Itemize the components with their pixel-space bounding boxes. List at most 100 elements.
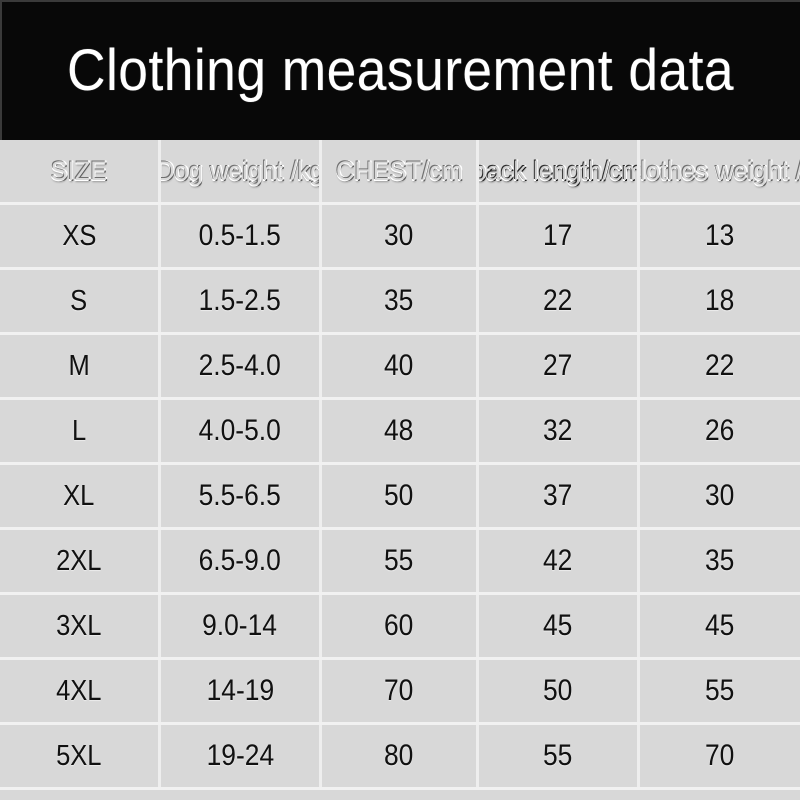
table-row: M 2.5-4.0 40 27 22 (0, 335, 800, 400)
cell-clothes_weight_g: 45 (640, 595, 800, 657)
value-chest_cm: 80 (384, 739, 414, 772)
cell-size: XL (0, 465, 161, 527)
cell-dog_weight_kg: 4.0-5.0 (161, 400, 322, 462)
value-back_length_cm: 37 (543, 479, 573, 512)
cell-clothes_weight_g: 18 (640, 270, 800, 332)
cell-chest_cm: 48 (322, 400, 479, 462)
value-clothes_weight_g: 45 (705, 609, 735, 642)
value-back_length_cm: 17 (543, 219, 573, 252)
table-row: XS 0.5-1.5 30 17 13 (0, 205, 800, 270)
size-value: 5XL (56, 739, 102, 772)
title-band: Clothing measurement data (0, 0, 800, 140)
value-back_length_cm: 45 (543, 609, 573, 642)
cell-clothes_weight_g: 22 (640, 335, 800, 397)
header-cell-size: SIZE (0, 140, 161, 202)
cell-chest_cm: 60 (322, 595, 479, 657)
table-row: S 1.5-2.5 35 22 18 (0, 270, 800, 335)
size-value: XL (63, 479, 95, 512)
cell-dog_weight_kg: 14-19 (161, 660, 322, 722)
value-chest_cm: 48 (384, 414, 414, 447)
cell-size: M (0, 335, 161, 397)
value-back_length_cm: 32 (543, 414, 573, 447)
cell-chest_cm: 30 (322, 205, 479, 267)
value-clothes_weight_g: 26 (705, 414, 735, 447)
value-clothes_weight_g: 70 (705, 739, 735, 772)
cell-chest_cm: 50 (322, 465, 479, 527)
value-dog_weight_kg: 1.5-2.5 (198, 284, 282, 317)
table-row: L 4.0-5.0 48 32 26 (0, 400, 800, 465)
value-dog_weight_kg: 5.5-6.5 (198, 479, 282, 512)
cell-size: 4XL (0, 660, 161, 722)
value-dog_weight_kg: 4.0-5.0 (198, 414, 282, 447)
cell-back_length_cm: 37 (479, 465, 640, 527)
cell-dog_weight_kg: 2.5-4.0 (161, 335, 322, 397)
value-chest_cm: 35 (384, 284, 414, 317)
cell-clothes_weight_g: 26 (640, 400, 800, 462)
size-value: S (70, 284, 88, 317)
size-value: L (71, 414, 87, 447)
cell-clothes_weight_g: 70 (640, 725, 800, 787)
table-row: 3XL 9.0-14 60 45 45 (0, 595, 800, 660)
value-chest_cm: 50 (384, 479, 414, 512)
cell-size: L (0, 400, 161, 462)
cell-dog_weight_kg: 0.5-1.5 (161, 205, 322, 267)
value-clothes_weight_g: 55 (705, 674, 735, 707)
cell-clothes_weight_g: 30 (640, 465, 800, 527)
header-label-back-length: back length/cm (479, 155, 640, 186)
table-row: 4XL 14-19 70 50 55 (0, 660, 800, 725)
cell-chest_cm: 80 (322, 725, 479, 787)
cell-dog_weight_kg: 6.5-9.0 (161, 530, 322, 592)
table-body: XS 0.5-1.5 30 17 13 S 1.5-2.5 35 22 18 M 2.5-4.0 40 2… (0, 205, 800, 790)
header-cell-clothes-weight: Clothes weight /g (640, 140, 800, 202)
value-back_length_cm: 55 (543, 739, 573, 772)
header-cell-dog-weight: Dog weight /kg (161, 140, 322, 202)
value-dog_weight_kg: 14-19 (206, 674, 274, 707)
header-cell-back-length: back length/cm (479, 140, 640, 202)
header-cell-chest: CHEST/cm (322, 140, 479, 202)
cell-clothes_weight_g: 55 (640, 660, 800, 722)
cell-back_length_cm: 22 (479, 270, 640, 332)
measurement-table: SIZE Dog weight /kg CHEST/cm back length… (0, 140, 800, 800)
cell-clothes_weight_g: 13 (640, 205, 800, 267)
cell-dog_weight_kg: 1.5-2.5 (161, 270, 322, 332)
value-back_length_cm: 42 (543, 544, 573, 577)
value-chest_cm: 40 (384, 349, 414, 382)
value-dog_weight_kg: 6.5-9.0 (198, 544, 282, 577)
cell-back_length_cm: 55 (479, 725, 640, 787)
cell-chest_cm: 40 (322, 335, 479, 397)
size-value: 4XL (56, 674, 102, 707)
cell-size: S (0, 270, 161, 332)
table-row: 5XL 19-24 80 55 70 (0, 725, 800, 790)
size-value: 3XL (56, 609, 102, 642)
cell-back_length_cm: 32 (479, 400, 640, 462)
value-chest_cm: 55 (384, 544, 414, 577)
value-dog_weight_kg: 9.0-14 (202, 609, 278, 642)
value-chest_cm: 70 (384, 674, 414, 707)
value-dog_weight_kg: 0.5-1.5 (198, 219, 282, 252)
table-header-row: SIZE Dog weight /kg CHEST/cm back length… (0, 140, 800, 205)
cell-dog_weight_kg: 9.0-14 (161, 595, 322, 657)
cell-size: 5XL (0, 725, 161, 787)
cell-size: 2XL (0, 530, 161, 592)
value-chest_cm: 30 (384, 219, 414, 252)
table-row: XL 5.5-6.5 50 37 30 (0, 465, 800, 530)
cell-chest_cm: 35 (322, 270, 479, 332)
header-label-size: SIZE (50, 155, 108, 186)
header-label-clothes-weight: Clothes weight /g (640, 155, 800, 186)
cell-chest_cm: 70 (322, 660, 479, 722)
table-row: 2XL 6.5-9.0 55 42 35 (0, 530, 800, 595)
value-dog_weight_kg: 19-24 (206, 739, 274, 772)
cell-chest_cm: 55 (322, 530, 479, 592)
value-clothes_weight_g: 22 (705, 349, 735, 382)
cell-size: 3XL (0, 595, 161, 657)
value-dog_weight_kg: 2.5-4.0 (198, 349, 282, 382)
page-title: Clothing measurement data (67, 38, 735, 103)
cell-back_length_cm: 17 (479, 205, 640, 267)
size-value: XS (61, 219, 97, 252)
value-clothes_weight_g: 35 (705, 544, 735, 577)
value-clothes_weight_g: 13 (705, 219, 735, 252)
cell-back_length_cm: 50 (479, 660, 640, 722)
cell-back_length_cm: 27 (479, 335, 640, 397)
size-value: M (68, 349, 90, 382)
